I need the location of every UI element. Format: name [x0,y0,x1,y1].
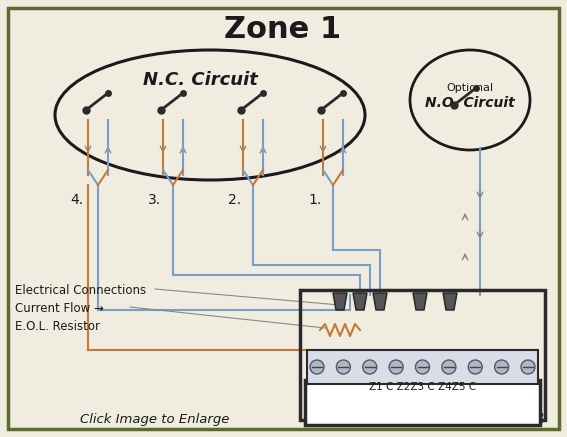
Polygon shape [443,293,457,310]
Text: 2.: 2. [228,193,241,207]
Circle shape [494,360,509,374]
Text: Z1 C Z2Z3 C Z4Z5 C: Z1 C Z2Z3 C Z4Z5 C [369,382,476,392]
Text: Current Flow →: Current Flow → [15,302,104,315]
Bar [305,380,540,425]
Text: Method 3: Method 3 [464,413,545,427]
Text: Zone 1: Zone 1 [225,15,341,45]
Text: Electrical Connections: Electrical Connections [15,284,146,296]
Polygon shape [413,293,427,310]
Polygon shape [373,293,387,310]
Polygon shape [353,293,367,310]
Bar [300,290,545,420]
Bar [307,350,538,384]
Circle shape [310,360,324,374]
Text: 4.: 4. [70,193,83,207]
Text: + -: + - [358,413,382,427]
Circle shape [416,360,429,374]
Circle shape [442,360,456,374]
Text: 3.: 3. [148,193,161,207]
Text: N.C. Circuit: N.C. Circuit [142,71,257,89]
Text: 1.: 1. [308,193,321,207]
Circle shape [468,360,483,374]
Circle shape [336,360,350,374]
Text: Click Image to Enlarge: Click Image to Enlarge [80,413,230,427]
Text: E.O.L. Resistor: E.O.L. Resistor [15,319,100,333]
Polygon shape [333,293,347,310]
Text: N.O. Circuit: N.O. Circuit [425,96,515,110]
Circle shape [363,360,376,374]
Circle shape [521,360,535,374]
Circle shape [389,360,403,374]
Text: Optional: Optional [446,83,493,93]
